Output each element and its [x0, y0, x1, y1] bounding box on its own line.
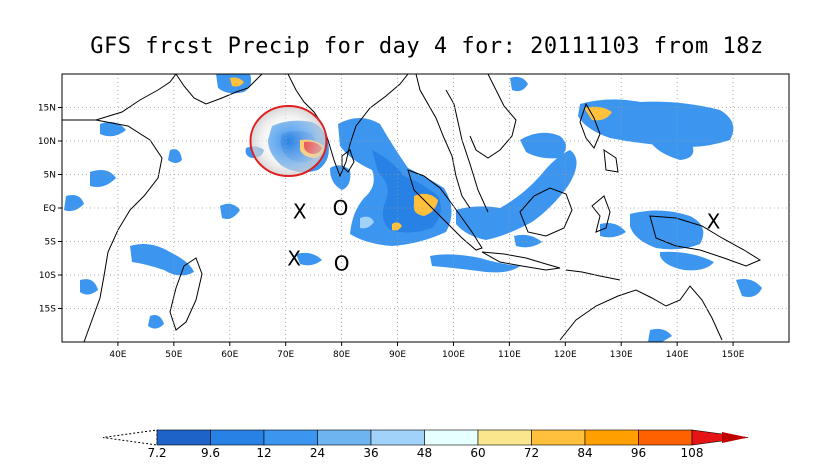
colorbar-label: 12: [256, 446, 271, 460]
colorbar-swatch: [156, 429, 211, 446]
grid-lines: [62, 74, 789, 342]
colorbar-label: 60: [470, 446, 485, 460]
o-marker: O: [333, 196, 349, 220]
x-tick-label: 40E: [109, 350, 126, 360]
y-tick-label: 10N: [38, 137, 56, 147]
storm-markers: X O X O X: [287, 196, 720, 276]
colorbar-swatch: [477, 429, 532, 446]
y-axis: 15N 10N 5N EQ 5S 10S 15S: [38, 104, 62, 315]
colorbar-label: 96: [631, 446, 646, 460]
colorbar-swatch: [584, 429, 639, 446]
highlight-circle: [249, 105, 328, 177]
colorbar-low-triangle: [102, 429, 158, 446]
x-tick-label: 120E: [554, 350, 577, 360]
colorbar-label: 72: [524, 446, 539, 460]
y-tick-label: EQ: [43, 204, 56, 214]
y-tick-label: 5S: [45, 238, 57, 248]
x-tick-label: 150E: [722, 350, 745, 360]
colorbar-swatch: [317, 429, 372, 446]
highlight-glow: [251, 107, 326, 175]
colorbar-swatch: [370, 429, 425, 446]
y-tick-label: 15S: [39, 305, 56, 315]
precipitation-field: [64, 74, 762, 342]
colorbar-swatch: [531, 429, 586, 446]
chart-title: GFS frcst Precip for day 4 for: 20111103…: [90, 34, 764, 59]
y-tick-label: 15N: [38, 104, 56, 114]
x-axis: 40E 50E 60E 70E 80E 90E 100E 110E 120E 130E 140E 15…: [109, 342, 745, 360]
colorbar-label: 48: [417, 446, 432, 460]
x-tick-label: 80E: [333, 350, 350, 360]
colorbar-swatch: [424, 429, 479, 446]
y-tick-label: 5N: [44, 171, 56, 181]
colorbar-swatch: [210, 429, 265, 446]
colorbar-label: 7.2: [147, 446, 166, 460]
x-marker: X: [293, 199, 307, 223]
x-tick-label: 140E: [666, 350, 689, 360]
x-tick-label: 100E: [442, 350, 465, 360]
colorbar-label: 24: [310, 446, 325, 460]
colorbar-swatch: [263, 429, 318, 446]
colorbar-label: 36: [363, 446, 378, 460]
x-tick-label: 110E: [498, 350, 521, 360]
x-tick-label: 50E: [165, 350, 182, 360]
highlight-ring: [249, 105, 328, 177]
x-marker: X: [707, 209, 721, 233]
y-tick-label: 10S: [39, 271, 56, 281]
coastlines: [62, 74, 762, 342]
colorbar-label: 108: [681, 446, 704, 460]
colorbar-label: 9.6: [201, 446, 220, 460]
colorbar-high-triangle: [691, 429, 749, 446]
colorbar: 7.2 9.6 12 24 36 48 60 72 84 96 108: [102, 429, 749, 460]
x-tick-label: 70E: [277, 350, 294, 360]
x-tick-label: 60E: [221, 350, 238, 360]
colorbar-high-triangle-inner: [722, 432, 748, 443]
x-tick-label: 130E: [610, 350, 633, 360]
x-tick-label: 90E: [389, 350, 406, 360]
colorbar-swatch: [638, 429, 693, 446]
o-marker: O: [334, 252, 350, 276]
x-marker: X: [287, 246, 301, 270]
colorbar-label: 84: [577, 446, 592, 460]
